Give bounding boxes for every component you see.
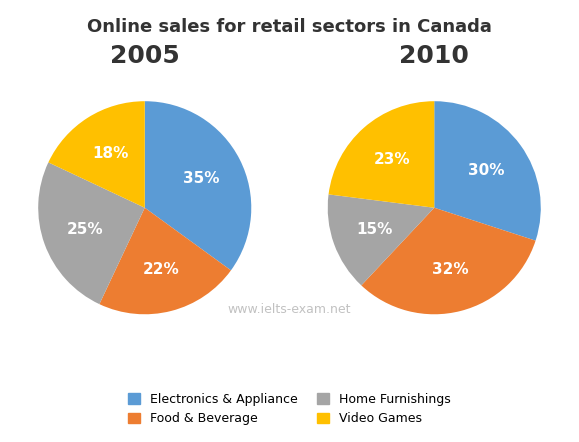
Text: Online sales for retail sectors in Canada: Online sales for retail sectors in Canad…: [87, 18, 492, 36]
Wedge shape: [145, 101, 251, 271]
Title: 2005: 2005: [110, 45, 179, 69]
Text: www.ielts-exam.net: www.ielts-exam.net: [228, 303, 351, 316]
Text: 23%: 23%: [373, 152, 411, 167]
Text: 32%: 32%: [432, 262, 468, 277]
Wedge shape: [38, 162, 145, 304]
Wedge shape: [49, 101, 145, 208]
Wedge shape: [434, 101, 541, 240]
Wedge shape: [328, 101, 434, 208]
Text: 25%: 25%: [66, 222, 103, 237]
Wedge shape: [361, 208, 536, 314]
Text: 15%: 15%: [356, 222, 393, 237]
Legend: Electronics & Appliance, Food & Beverage, Home Furnishings, Video Games: Electronics & Appliance, Food & Beverage…: [122, 387, 457, 431]
Text: 22%: 22%: [142, 262, 179, 277]
Wedge shape: [328, 194, 434, 286]
Title: 2010: 2010: [400, 45, 469, 69]
Text: 18%: 18%: [92, 146, 129, 161]
Text: 35%: 35%: [184, 171, 220, 186]
Text: 30%: 30%: [468, 163, 504, 178]
Wedge shape: [100, 208, 231, 314]
